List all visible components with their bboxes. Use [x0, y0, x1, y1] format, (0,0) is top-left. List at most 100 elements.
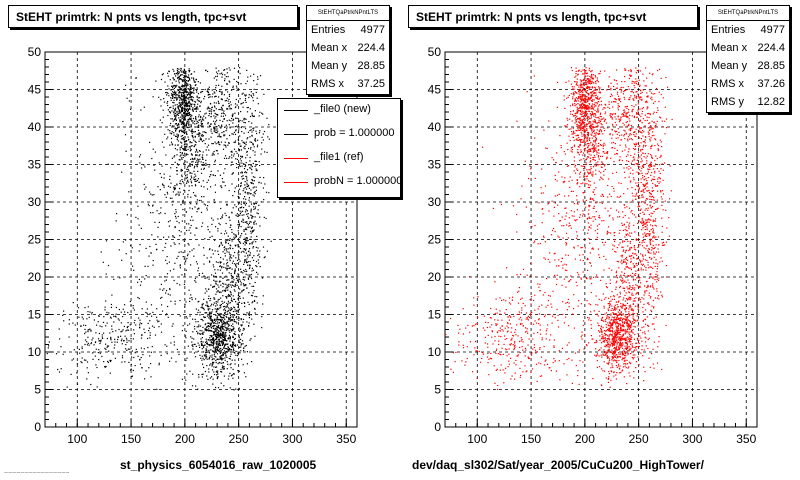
data-point	[169, 107, 171, 109]
data-point	[216, 335, 218, 337]
data-point	[215, 283, 217, 285]
data-point	[235, 85, 238, 87]
data-point	[647, 190, 649, 192]
data-point	[220, 106, 223, 108]
data-point	[173, 90, 176, 92]
data-point	[209, 339, 211, 341]
data-point	[217, 130, 219, 132]
data-point	[255, 202, 257, 205]
data-point	[597, 322, 599, 324]
data-point	[576, 195, 578, 197]
data-point	[206, 188, 209, 190]
data-point	[221, 85, 223, 87]
data-point	[568, 135, 570, 137]
data-point	[649, 140, 651, 142]
data-point	[181, 220, 183, 222]
data-point	[585, 70, 587, 72]
data-point	[611, 114, 614, 116]
data-point	[121, 259, 123, 261]
data-point	[530, 314, 532, 316]
data-point	[190, 180, 192, 182]
data-point	[197, 270, 199, 272]
data-point	[575, 138, 577, 140]
data-point	[599, 92, 601, 94]
data-point	[185, 113, 187, 115]
data-point	[223, 339, 225, 342]
data-point	[510, 331, 512, 333]
data-point	[232, 281, 234, 283]
data-point	[625, 144, 627, 146]
data-point	[184, 136, 186, 138]
data-point	[192, 122, 194, 124]
data-point	[227, 265, 229, 267]
data-point	[621, 159, 623, 162]
data-point	[508, 348, 510, 350]
data-point	[587, 229, 589, 231]
data-point	[223, 283, 225, 285]
data-point	[167, 101, 169, 103]
data-point	[223, 309, 225, 311]
data-point	[188, 93, 190, 96]
data-point	[213, 373, 216, 376]
data-point	[173, 113, 175, 115]
data-point	[91, 339, 93, 341]
data-point	[595, 114, 597, 116]
data-point	[176, 163, 178, 165]
data-point	[249, 283, 251, 285]
data-point	[603, 165, 606, 167]
data-point	[188, 123, 190, 126]
data-point	[232, 247, 234, 250]
data-point	[201, 337, 203, 339]
data-point	[204, 370, 206, 373]
data-point	[85, 331, 87, 333]
data-point	[114, 338, 116, 340]
data-point	[174, 243, 176, 245]
data-point	[171, 143, 173, 145]
data-point	[224, 252, 226, 254]
data-point	[249, 254, 251, 256]
data-point	[152, 96, 154, 98]
data-point	[180, 146, 182, 148]
data-point	[224, 305, 226, 307]
data-point	[268, 138, 270, 140]
data-point	[184, 140, 186, 143]
data-point	[539, 333, 542, 335]
data-point	[155, 80, 157, 82]
data-point	[196, 263, 198, 265]
data-point	[209, 108, 211, 110]
data-point	[244, 345, 246, 347]
data-point	[227, 348, 229, 351]
data-point	[228, 323, 230, 325]
data-point	[151, 325, 154, 327]
data-point	[166, 313, 168, 315]
data-point	[647, 131, 649, 133]
data-point	[151, 194, 153, 196]
data-point	[237, 294, 239, 296]
data-point	[217, 142, 219, 144]
data-point	[590, 123, 592, 125]
data-point	[642, 164, 644, 167]
data-point	[248, 96, 250, 99]
data-point	[158, 364, 160, 366]
data-point	[568, 217, 570, 219]
data-point	[240, 185, 242, 187]
data-point	[171, 94, 173, 96]
data-point	[159, 288, 161, 290]
data-point	[263, 177, 265, 179]
data-point	[237, 224, 239, 226]
data-point	[625, 341, 627, 343]
data-point	[236, 215, 238, 217]
data-point	[471, 325, 473, 327]
data-point	[253, 186, 255, 188]
data-point	[248, 164, 250, 166]
data-point	[586, 175, 588, 178]
data-point	[228, 324, 230, 326]
data-point	[244, 95, 246, 97]
data-point	[252, 143, 254, 146]
data-point	[180, 69, 182, 72]
data-point	[240, 338, 242, 340]
data-point	[223, 368, 225, 370]
data-point	[230, 254, 232, 256]
data-point	[625, 348, 627, 350]
data-point	[220, 329, 222, 331]
